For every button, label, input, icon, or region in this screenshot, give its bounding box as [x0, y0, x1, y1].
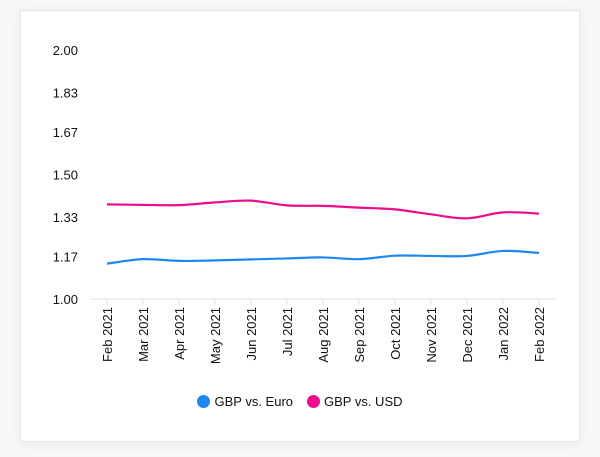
x-tick-label: Oct 2021	[388, 307, 403, 360]
x-tick-label: Apr 2021	[172, 307, 187, 360]
legend: GBP vs. Euro GBP vs. USD	[0, 394, 600, 409]
legend-marker-icon	[197, 395, 211, 408]
x-tick-label: Nov 2021	[424, 307, 439, 363]
y-tick-label: 1.83	[53, 85, 78, 100]
x-tick-label: Mar 2021	[136, 307, 151, 362]
legend-label: GBP vs. Euro	[214, 394, 293, 409]
y-tick-label: 1.50	[53, 168, 78, 183]
legend-marker-icon	[307, 395, 320, 408]
x-tick-label: Feb 2021	[100, 307, 115, 362]
x-tick-label: Aug 2021	[316, 307, 331, 363]
x-tick-label: Feb 2022	[532, 307, 547, 362]
y-tick-label: 2.00	[53, 43, 78, 58]
legend-label: GBP vs. USD	[324, 394, 403, 409]
x-tick-label: Jun 2021	[244, 307, 259, 361]
x-tick-label: Dec 2021	[460, 307, 475, 363]
y-tick-label: 1.33	[53, 210, 78, 225]
x-tick-label: May 2021	[208, 307, 223, 364]
x-tick-label: Sep 2021	[352, 307, 367, 363]
x-tick-label: Jan 2022	[496, 307, 511, 361]
legend-item-gbp-euro[interactable]: GBP vs. Euro	[197, 394, 293, 409]
y-tick-label: 1.00	[53, 292, 78, 307]
y-tick-label: 1.67	[53, 125, 78, 140]
series-line-gbp-euro	[106, 249, 540, 265]
legend-item-gbp-usd[interactable]: GBP vs. USD	[307, 394, 403, 409]
y-tick-label: 1.17	[53, 250, 78, 265]
series-line-gbp-usd	[106, 199, 540, 220]
chart-card	[20, 10, 580, 442]
x-tick-label: Jul 2021	[280, 307, 295, 356]
